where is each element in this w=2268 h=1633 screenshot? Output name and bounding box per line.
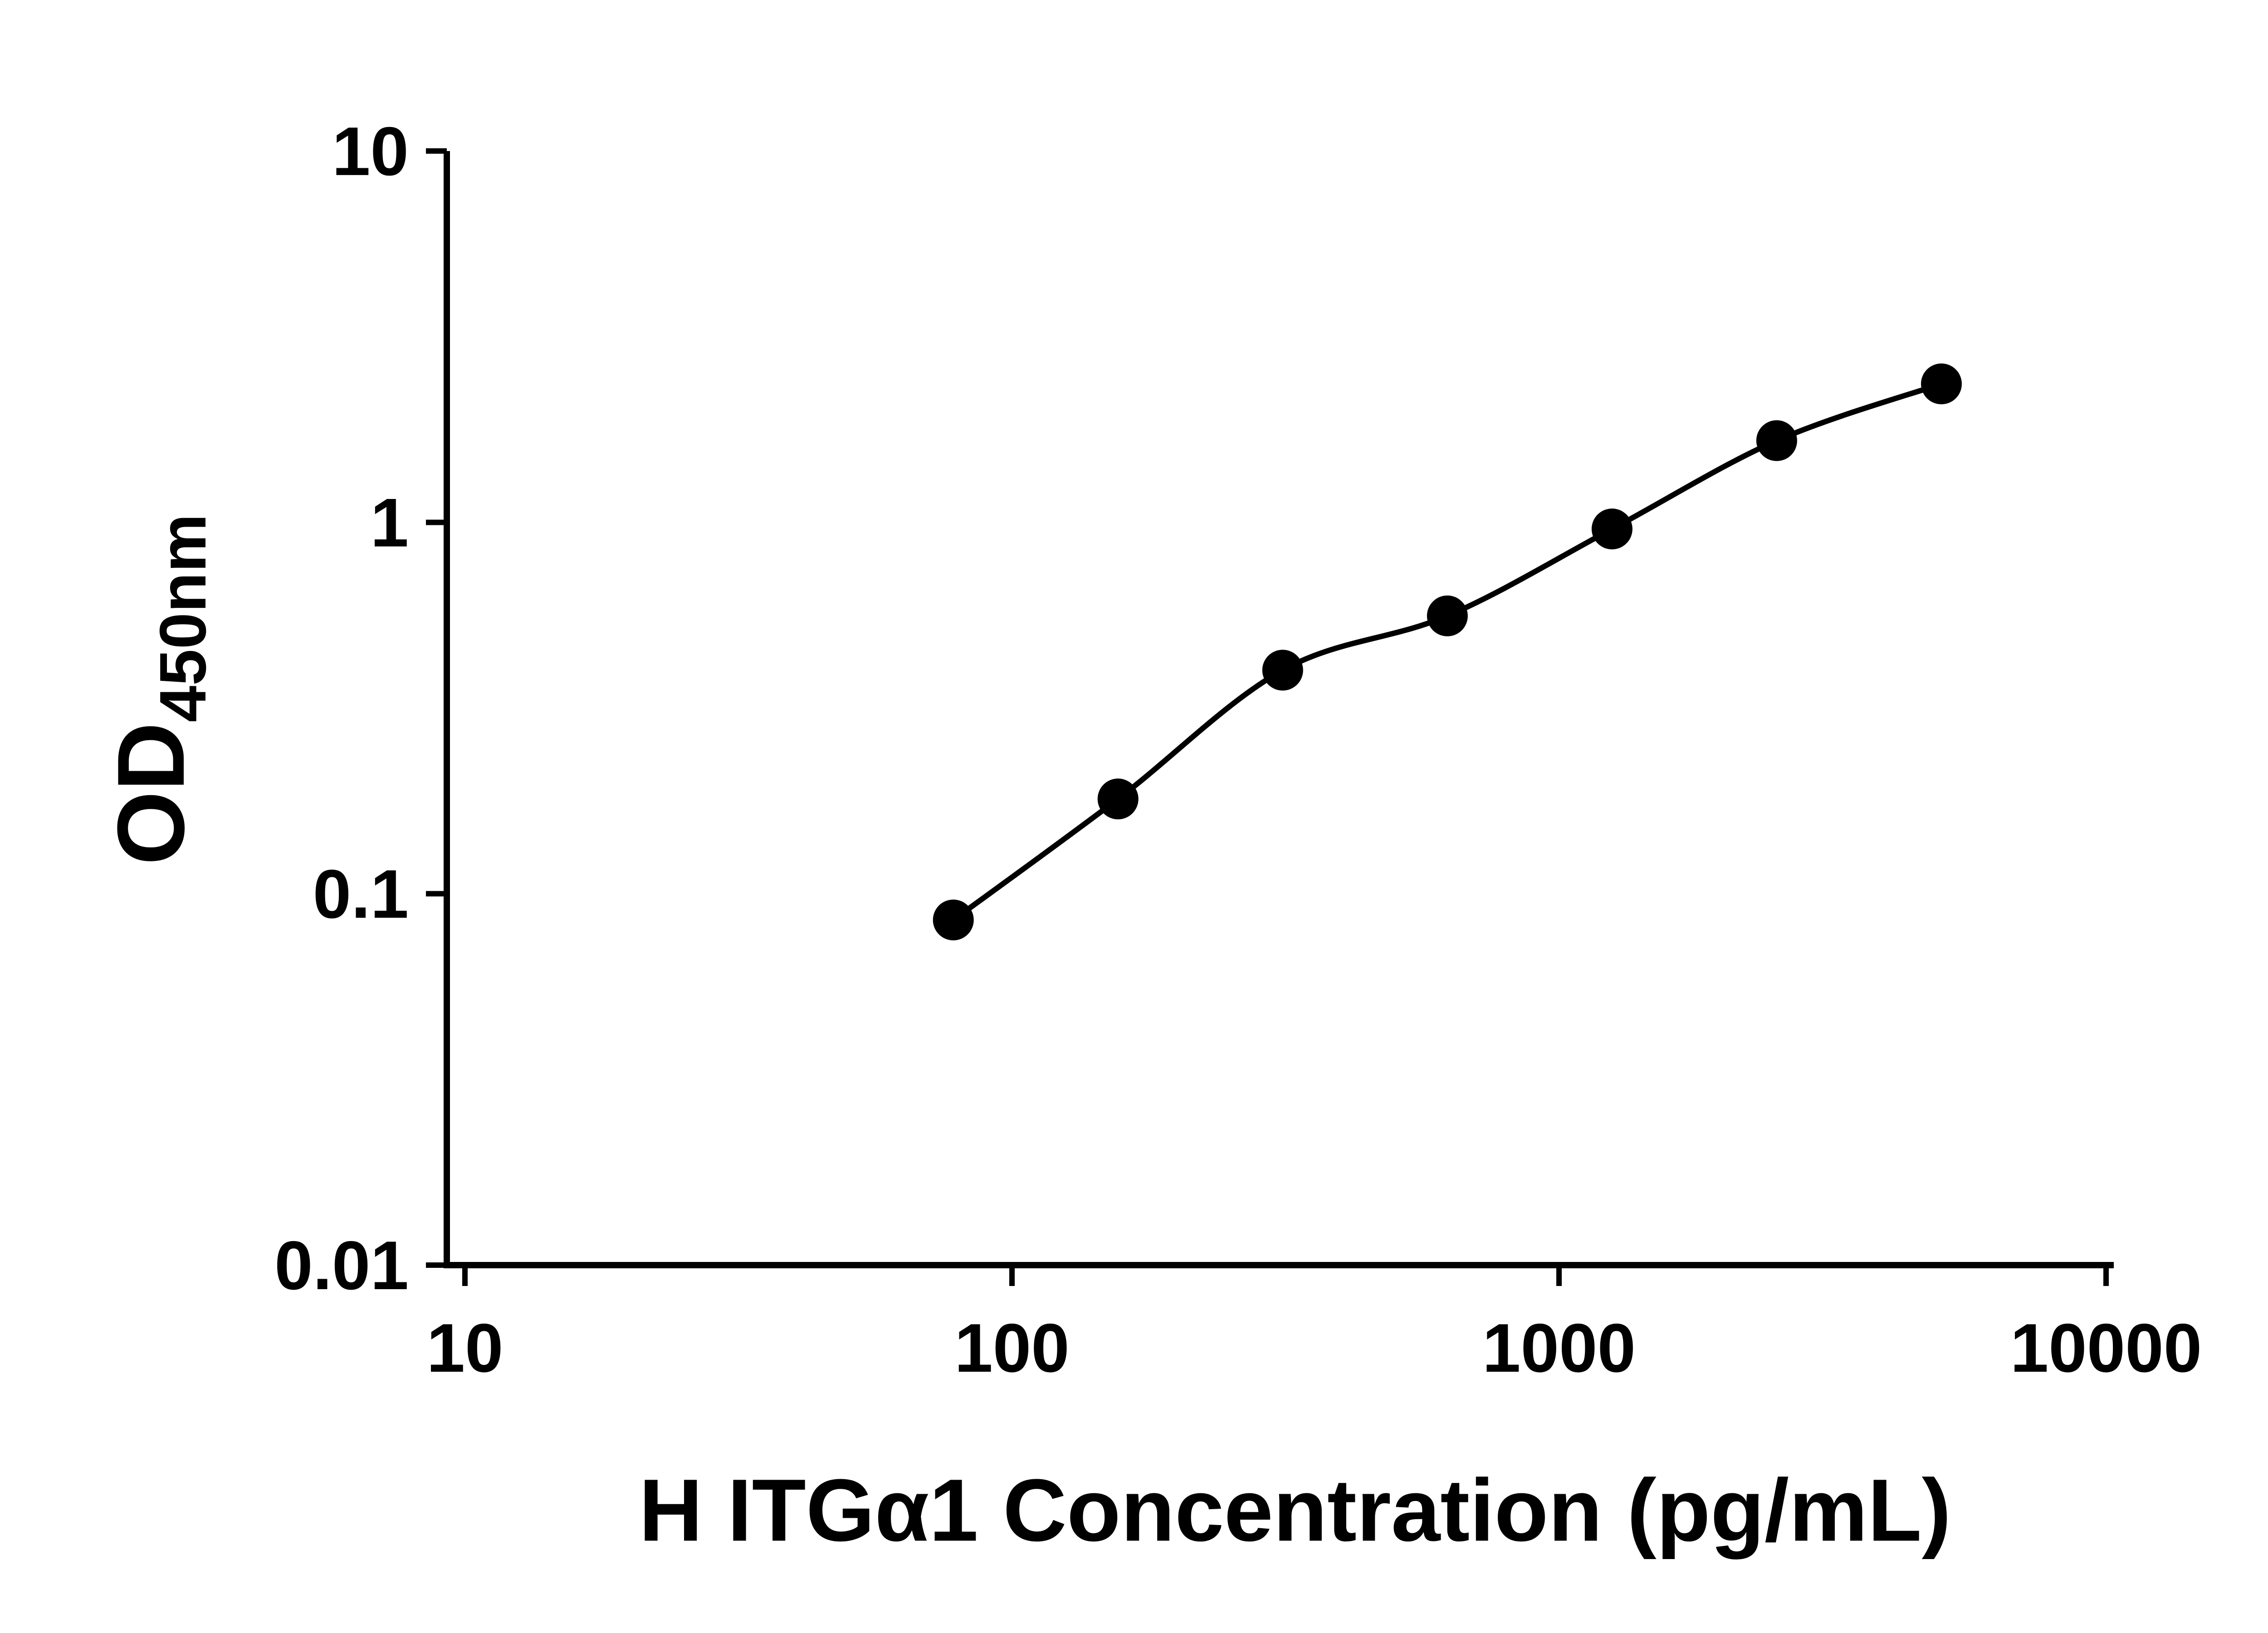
y-axis-tick-label: 0.1 [313, 856, 409, 933]
x-axis-tick-label: 10000 [2010, 1310, 2202, 1387]
y-axis-title-subscript: 450nm [146, 513, 220, 723]
x-axis-tick-label: 10 [426, 1310, 503, 1387]
y-axis-title: OD450nm [98, 514, 220, 865]
data-point-marker [1427, 595, 1468, 636]
data-point-marker [1262, 650, 1303, 691]
standard-curve-line [950, 381, 1944, 923]
data-point-marker [1756, 420, 1797, 461]
x-axis-tick-label: 100 [954, 1310, 1070, 1387]
data-point-marker [1097, 778, 1139, 820]
x-axis-tick-label: 1000 [1482, 1310, 1636, 1387]
y-axis-tick-label: 1 [370, 484, 409, 562]
y-axis-title-main: OD [98, 722, 204, 865]
data-point-marker [1591, 508, 1633, 550]
y-axis-tick-label: 10 [332, 113, 409, 190]
data-point-marker [933, 900, 974, 941]
data-point-marker [1921, 363, 1962, 405]
x-axis-title: H ITGα1 Concentration (pg/mL) [639, 1461, 1951, 1560]
y-axis-tick-label: 0.01 [274, 1227, 409, 1304]
